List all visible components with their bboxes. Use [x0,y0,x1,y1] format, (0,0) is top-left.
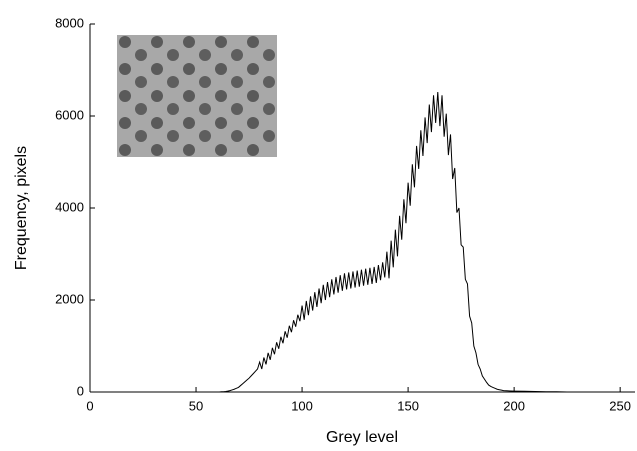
x-tick-label: 250 [609,398,631,413]
x-tick-label: 50 [189,398,203,413]
x-tick-label: 100 [291,398,313,413]
inset-image [117,35,277,157]
y-tick-label: 4000 [55,199,84,214]
y-tick-label: 8000 [55,15,84,30]
x-axis-title: Grey level [326,429,398,446]
y-tick-label: 2000 [55,291,84,306]
x-tick-label: 200 [503,398,525,413]
y-axis-title: Frequency, pixels [13,146,30,270]
x-tick-label: 0 [86,398,93,413]
histogram-line [217,92,568,393]
x-tick-label: 150 [397,398,419,413]
y-tick-label: 6000 [55,107,84,122]
y-tick-label: 0 [77,383,84,398]
